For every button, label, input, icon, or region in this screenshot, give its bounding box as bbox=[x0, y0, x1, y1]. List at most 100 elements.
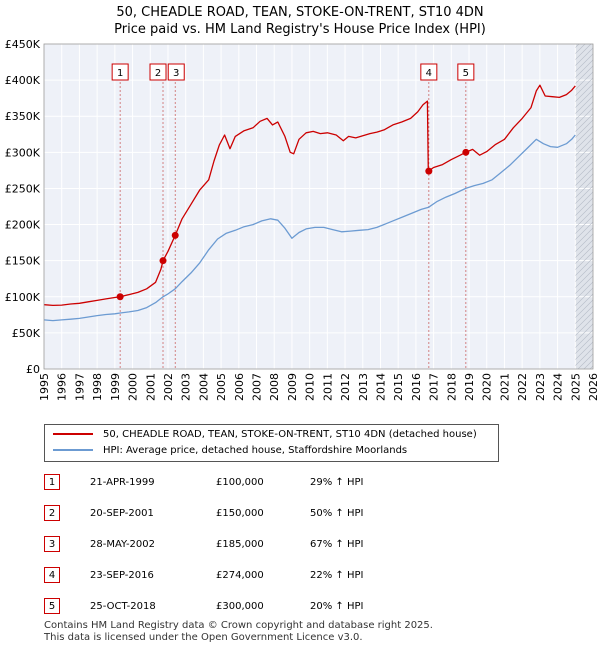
sale-number-badge: 3 bbox=[44, 536, 60, 552]
sale-label-number: 3 bbox=[173, 68, 179, 79]
sale-date: 25-OCT-2018 bbox=[90, 601, 156, 612]
price-chart: 1995 1996 1997 1998 1999 2000 2001 2002 2003 2004… bbox=[5, 24, 600, 401]
legend-swatch-hpi bbox=[53, 449, 93, 451]
sale-number-badge: 4 bbox=[44, 567, 60, 583]
forecast-hatch-line bbox=[575, 299, 594, 318]
forecast-hatch-line bbox=[575, 275, 594, 294]
sale-hpi-change: 67% ↑ HPI bbox=[310, 539, 364, 550]
sale-price: £300,000 bbox=[216, 601, 264, 612]
x-tick-label: 2011 bbox=[321, 373, 334, 401]
sale-label-box bbox=[149, 63, 167, 81]
table-row: 1 21-APR-1999 £100,000 29% ↑ HPI bbox=[44, 473, 464, 493]
forecast-hatch-line bbox=[575, 287, 594, 306]
sale-point bbox=[171, 231, 179, 239]
forecast-hatch-line bbox=[575, 305, 594, 324]
legend-swatch-property bbox=[53, 433, 93, 435]
x-tick-label: 2010 bbox=[304, 373, 317, 401]
sale-label-box bbox=[457, 63, 475, 81]
sale-price: £274,000 bbox=[216, 570, 264, 581]
forecast-hatch-line bbox=[575, 347, 594, 366]
forecast-hatch-line bbox=[575, 44, 586, 54]
forecast-hatch-line bbox=[575, 161, 594, 180]
forecast-hatch-line bbox=[575, 71, 594, 90]
forecast-hatch-line bbox=[575, 173, 594, 192]
forecast-hatch-line bbox=[575, 44, 580, 48]
forecast-hatch-line bbox=[575, 185, 594, 204]
x-tick-label: 2003 bbox=[180, 373, 193, 401]
x-tick-label: 2018 bbox=[445, 373, 458, 401]
table-row: 5 25-OCT-2018 £300,000 20% ↑ HPI bbox=[44, 597, 464, 617]
x-tick-label: 1995 bbox=[38, 373, 51, 401]
plot-border bbox=[43, 43, 594, 370]
x-tick-label: 2015 bbox=[392, 373, 405, 401]
x-tick-label: 2020 bbox=[481, 373, 494, 401]
forecast-hatch-line bbox=[575, 155, 594, 174]
sale-point bbox=[462, 148, 470, 156]
y-tick-label: £50K bbox=[12, 327, 41, 340]
sale-date: 20-SEP-2001 bbox=[90, 508, 154, 519]
forecast-hatch-line bbox=[575, 233, 594, 252]
plot-background bbox=[44, 44, 593, 369]
forecast-hatch-line bbox=[575, 341, 594, 360]
forecast-hatch-line bbox=[575, 101, 594, 120]
legend-label-property: 50, CHEADLE ROAD, TEAN, STOKE-ON-TRENT, … bbox=[103, 429, 477, 440]
sale-label-number: 5 bbox=[463, 68, 469, 79]
x-tick-label: 2024 bbox=[552, 373, 565, 401]
sale-hpi-change: 22% ↑ HPI bbox=[310, 570, 364, 581]
sale-hpi-change: 20% ↑ HPI bbox=[310, 601, 364, 612]
forecast-hatch-line bbox=[575, 239, 594, 258]
x-tick-label: 1996 bbox=[56, 373, 69, 401]
sale-label-number: 4 bbox=[426, 68, 432, 79]
x-tick-label: 1999 bbox=[109, 373, 122, 401]
x-tick-label: 2005 bbox=[215, 373, 228, 401]
sale-label-box bbox=[167, 63, 185, 81]
forecast-hatch-line bbox=[575, 77, 594, 96]
forecast-hatch-line bbox=[575, 89, 594, 108]
forecast-hatch-line bbox=[575, 167, 594, 186]
forecast-hatch-line bbox=[575, 179, 594, 198]
forecast-hatch-line bbox=[575, 53, 594, 72]
y-tick-label: £300K bbox=[5, 146, 41, 159]
x-tick-label: 2026 bbox=[587, 373, 600, 401]
forecast-hatch-line bbox=[575, 281, 594, 300]
table-row: 2 20-SEP-2001 £150,000 50% ↑ HPI bbox=[44, 504, 464, 524]
y-tick-label: £350K bbox=[5, 110, 41, 123]
sale-price: £100,000 bbox=[216, 477, 264, 488]
forecast-hatch-line bbox=[575, 257, 594, 276]
forecast-hatch-line bbox=[575, 83, 594, 102]
x-tick-label: 2013 bbox=[357, 373, 370, 401]
forecast-hatch-line bbox=[575, 203, 594, 222]
chart-area: 1995 1996 1997 1998 1999 2000 2001 2002 2003 2004… bbox=[5, 24, 600, 401]
sale-hpi-change: 50% ↑ HPI bbox=[310, 508, 364, 519]
x-tick-label: 2009 bbox=[286, 373, 299, 401]
y-tick-label: £200K bbox=[5, 219, 41, 232]
forecast-hatch-line bbox=[575, 47, 594, 66]
x-tick-label: 2000 bbox=[127, 373, 140, 401]
sale-price: £185,000 bbox=[216, 539, 264, 550]
x-tick-label: 2002 bbox=[162, 373, 175, 401]
sale-date: 21-APR-1999 bbox=[90, 477, 155, 488]
forecast-hatch-line bbox=[575, 323, 594, 342]
forecast-hatch-line bbox=[575, 335, 594, 354]
sale-point bbox=[425, 167, 433, 175]
sale-label-number: 1 bbox=[117, 68, 123, 79]
legend-item-property: 50, CHEADLE ROAD, TEAN, STOKE-ON-TRENT, … bbox=[53, 427, 477, 443]
sale-point bbox=[159, 257, 167, 265]
hpi-line bbox=[43, 134, 576, 322]
sale-label-box bbox=[420, 63, 438, 81]
forecast-hatch-line bbox=[575, 215, 594, 234]
chart-title: 50, CHEADLE ROAD, TEAN, STOKE-ON-TRENT, … bbox=[0, 4, 600, 38]
sale-label-number: 2 bbox=[155, 68, 161, 79]
x-tick-label: 2016 bbox=[410, 373, 423, 401]
sale-date: 23-SEP-2016 bbox=[90, 570, 154, 581]
y-tick-label: £0 bbox=[26, 363, 40, 376]
sale-number-badge: 1 bbox=[44, 474, 60, 490]
forecast-hatch-line bbox=[575, 24, 593, 42]
x-tick-label: 2001 bbox=[144, 373, 157, 401]
forecast-hatch-line bbox=[575, 143, 594, 162]
forecast-hatch-line bbox=[575, 44, 592, 60]
forecast-hatch-line bbox=[575, 119, 594, 138]
legend-label-hpi: HPI: Average price, detached house, Staf… bbox=[103, 445, 408, 456]
legend: 50, CHEADLE ROAD, TEAN, STOKE-ON-TRENT, … bbox=[44, 424, 499, 462]
x-tick-label: 2004 bbox=[197, 373, 210, 401]
